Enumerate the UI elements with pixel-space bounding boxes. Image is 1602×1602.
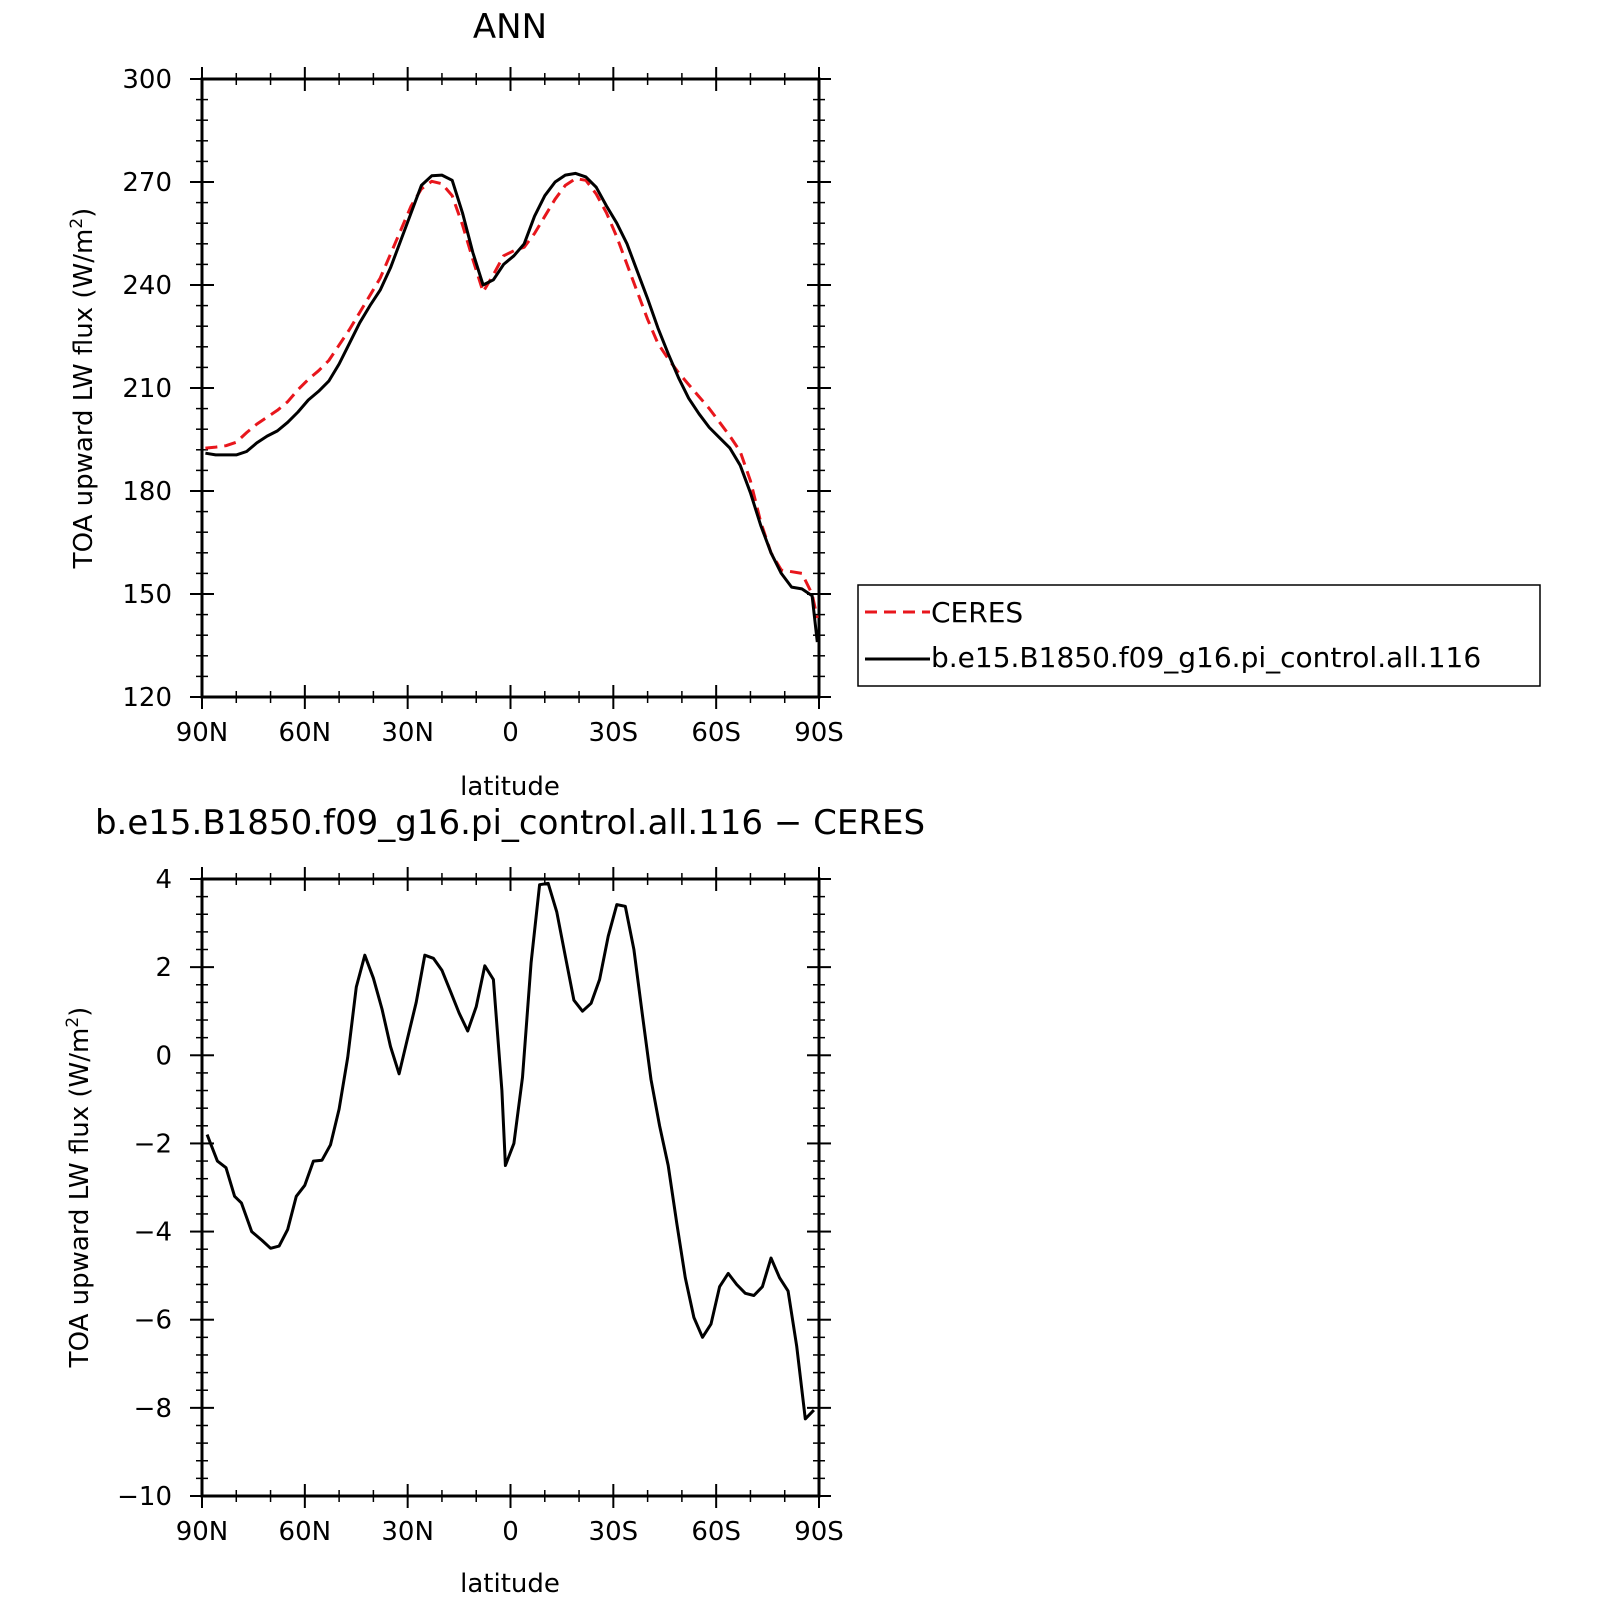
top-ytick-label: 270 — [122, 168, 172, 198]
top-ytick-label: 240 — [122, 271, 172, 301]
top-series — [205, 171, 819, 643]
bottom-ytick-label: 4 — [155, 865, 172, 895]
top-ytick-label: 180 — [122, 477, 172, 507]
bottom-ytick-label: −10 — [117, 1482, 172, 1512]
top-series-line-model — [205, 171, 819, 643]
bottom-y-axis-label-main: TOA upward LW flux (W/m — [65, 1028, 95, 1369]
top-xtick-label: 30N — [381, 718, 434, 748]
bottom-ytick-label: −2 — [134, 1129, 172, 1159]
top-chart-title: ANN — [473, 7, 547, 47]
bottom-series-line-model — [205, 881, 815, 1421]
bottom-chart-title: b.e15.B1850.f09_g16.pi_control.all.116 −… — [95, 803, 925, 843]
bottom-y-axis-label: TOA upward LW flux (W/m2) — [63, 1007, 95, 1369]
bottom-xtick-label: 0 — [502, 1517, 519, 1547]
legend-box — [857, 584, 1541, 687]
top-series-line-ceres — [205, 177, 819, 619]
legend: CERES b.e15.B1850.f09_g16.pi_control.all… — [857, 584, 1541, 687]
bottom-panel: b.e15.B1850.f09_g16.pi_control.all.116 −… — [63, 803, 925, 1599]
top-xtick-label: 60S — [691, 718, 741, 748]
top-xtick-label: 90S — [794, 718, 844, 748]
top-y-axis-label-main: TOA upward LW flux (W/m — [69, 229, 99, 570]
top-panel: ANN 90N 60N 30N 0 30S 60S 90S 120 150 180 210 240 27… — [67, 7, 844, 802]
bottom-xtick-label: 90N — [176, 1517, 229, 1547]
top-y-axis-label-end: ) — [69, 208, 99, 218]
bottom-ytick-label: 2 — [155, 953, 172, 983]
top-y-axis-label-sup: 2 — [67, 218, 87, 229]
top-ticks: 90N 60N 30N 0 30S 60S 90S 120 150 180 210 240 270 300 — [122, 65, 843, 748]
bottom-xtick-label: 30N — [381, 1517, 434, 1547]
bottom-ticks: 90N 60N 30N 0 30S 60S 90S −10 −8 −6 −4 −2 0 2 4 — [117, 865, 844, 1547]
legend-entry-ceres: CERES — [931, 596, 1023, 629]
bottom-xtick-label: 30S — [589, 1517, 639, 1547]
bottom-ytick-label: −8 — [134, 1394, 172, 1424]
bottom-y-axis-label-sup: 2 — [63, 1017, 83, 1028]
bottom-xtick-label: 90S — [794, 1517, 844, 1547]
top-plot-frame — [200, 77, 821, 699]
top-ytick-label: 300 — [122, 65, 172, 95]
top-xtick-label: 90N — [176, 718, 229, 748]
bottom-series — [205, 881, 815, 1421]
top-xtick-label: 0 — [502, 718, 519, 748]
top-x-axis-label: latitude — [460, 772, 560, 802]
top-ytick-label: 120 — [122, 683, 172, 713]
top-xtick-label: 60N — [279, 718, 332, 748]
bottom-ytick-label: 0 — [155, 1041, 172, 1071]
bottom-xtick-label: 60S — [691, 1517, 741, 1547]
bottom-ytick-label: −6 — [134, 1306, 172, 1336]
top-xtick-label: 30S — [589, 718, 639, 748]
bottom-ytick-label: −4 — [134, 1218, 172, 1248]
top-ytick-label: 150 — [122, 580, 172, 610]
bottom-y-axis-label-end: ) — [65, 1007, 95, 1017]
bottom-xtick-label: 60N — [279, 1517, 332, 1547]
top-y-axis-label: TOA upward LW flux (W/m2) — [67, 208, 99, 570]
bottom-plot-frame — [200, 877, 821, 1498]
bottom-x-axis-label: latitude — [460, 1569, 560, 1599]
legend-entry-model: b.e15.B1850.f09_g16.pi_control.all.116 — [931, 641, 1481, 674]
top-ytick-label: 210 — [122, 374, 172, 404]
